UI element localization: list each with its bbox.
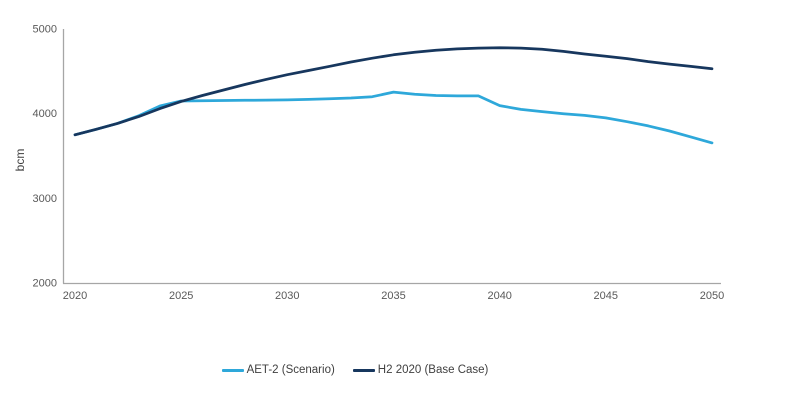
legend-label-aet2: AET-2 (Scenario) [246, 364, 335, 376]
h2-2020-base-case-line [73, 46, 714, 137]
x-tick-label: 2040 [487, 290, 511, 302]
x-tick-label: 2020 [63, 290, 87, 302]
y-tick-labels: 5000 4000 3000 2000 [33, 24, 57, 290]
legend-item-h2-2020[interactable]: H2 2020 (Base Case) [352, 364, 489, 376]
x-tick-label: 2050 [700, 290, 724, 302]
legend: AET-2 (Scenario) H2 2020 (Base Case) [0, 364, 755, 376]
x-tick-label: 2035 [381, 290, 405, 302]
x-tick-label: 2045 [594, 290, 618, 302]
aet2-line-swatch [221, 368, 244, 372]
series-lines [73, 46, 714, 145]
aet2-scenario-line [73, 90, 714, 145]
y-tick-label: 4000 [33, 108, 57, 120]
legend-label-h2-2020: H2 2020 (Base Case) [377, 364, 489, 376]
x-tick-label: 2030 [275, 290, 299, 302]
x-tick-label: 2025 [169, 290, 193, 302]
y-tick-label: 3000 [33, 193, 57, 205]
y-tick-label: 2000 [33, 278, 57, 290]
legend-item-aet2[interactable]: AET-2 (Scenario) [221, 364, 335, 376]
y-tick-label: 5000 [33, 24, 57, 36]
h2-2020-line-swatch [352, 368, 375, 372]
y-axis-title: bcm [13, 149, 27, 172]
x-tick-labels: 2020 2025 2030 2035 2040 2045 2050 [63, 290, 724, 302]
line-chart: bcm 5000 4000 3000 2000 2020 2025 2030 2035 204… [13, 24, 724, 303]
